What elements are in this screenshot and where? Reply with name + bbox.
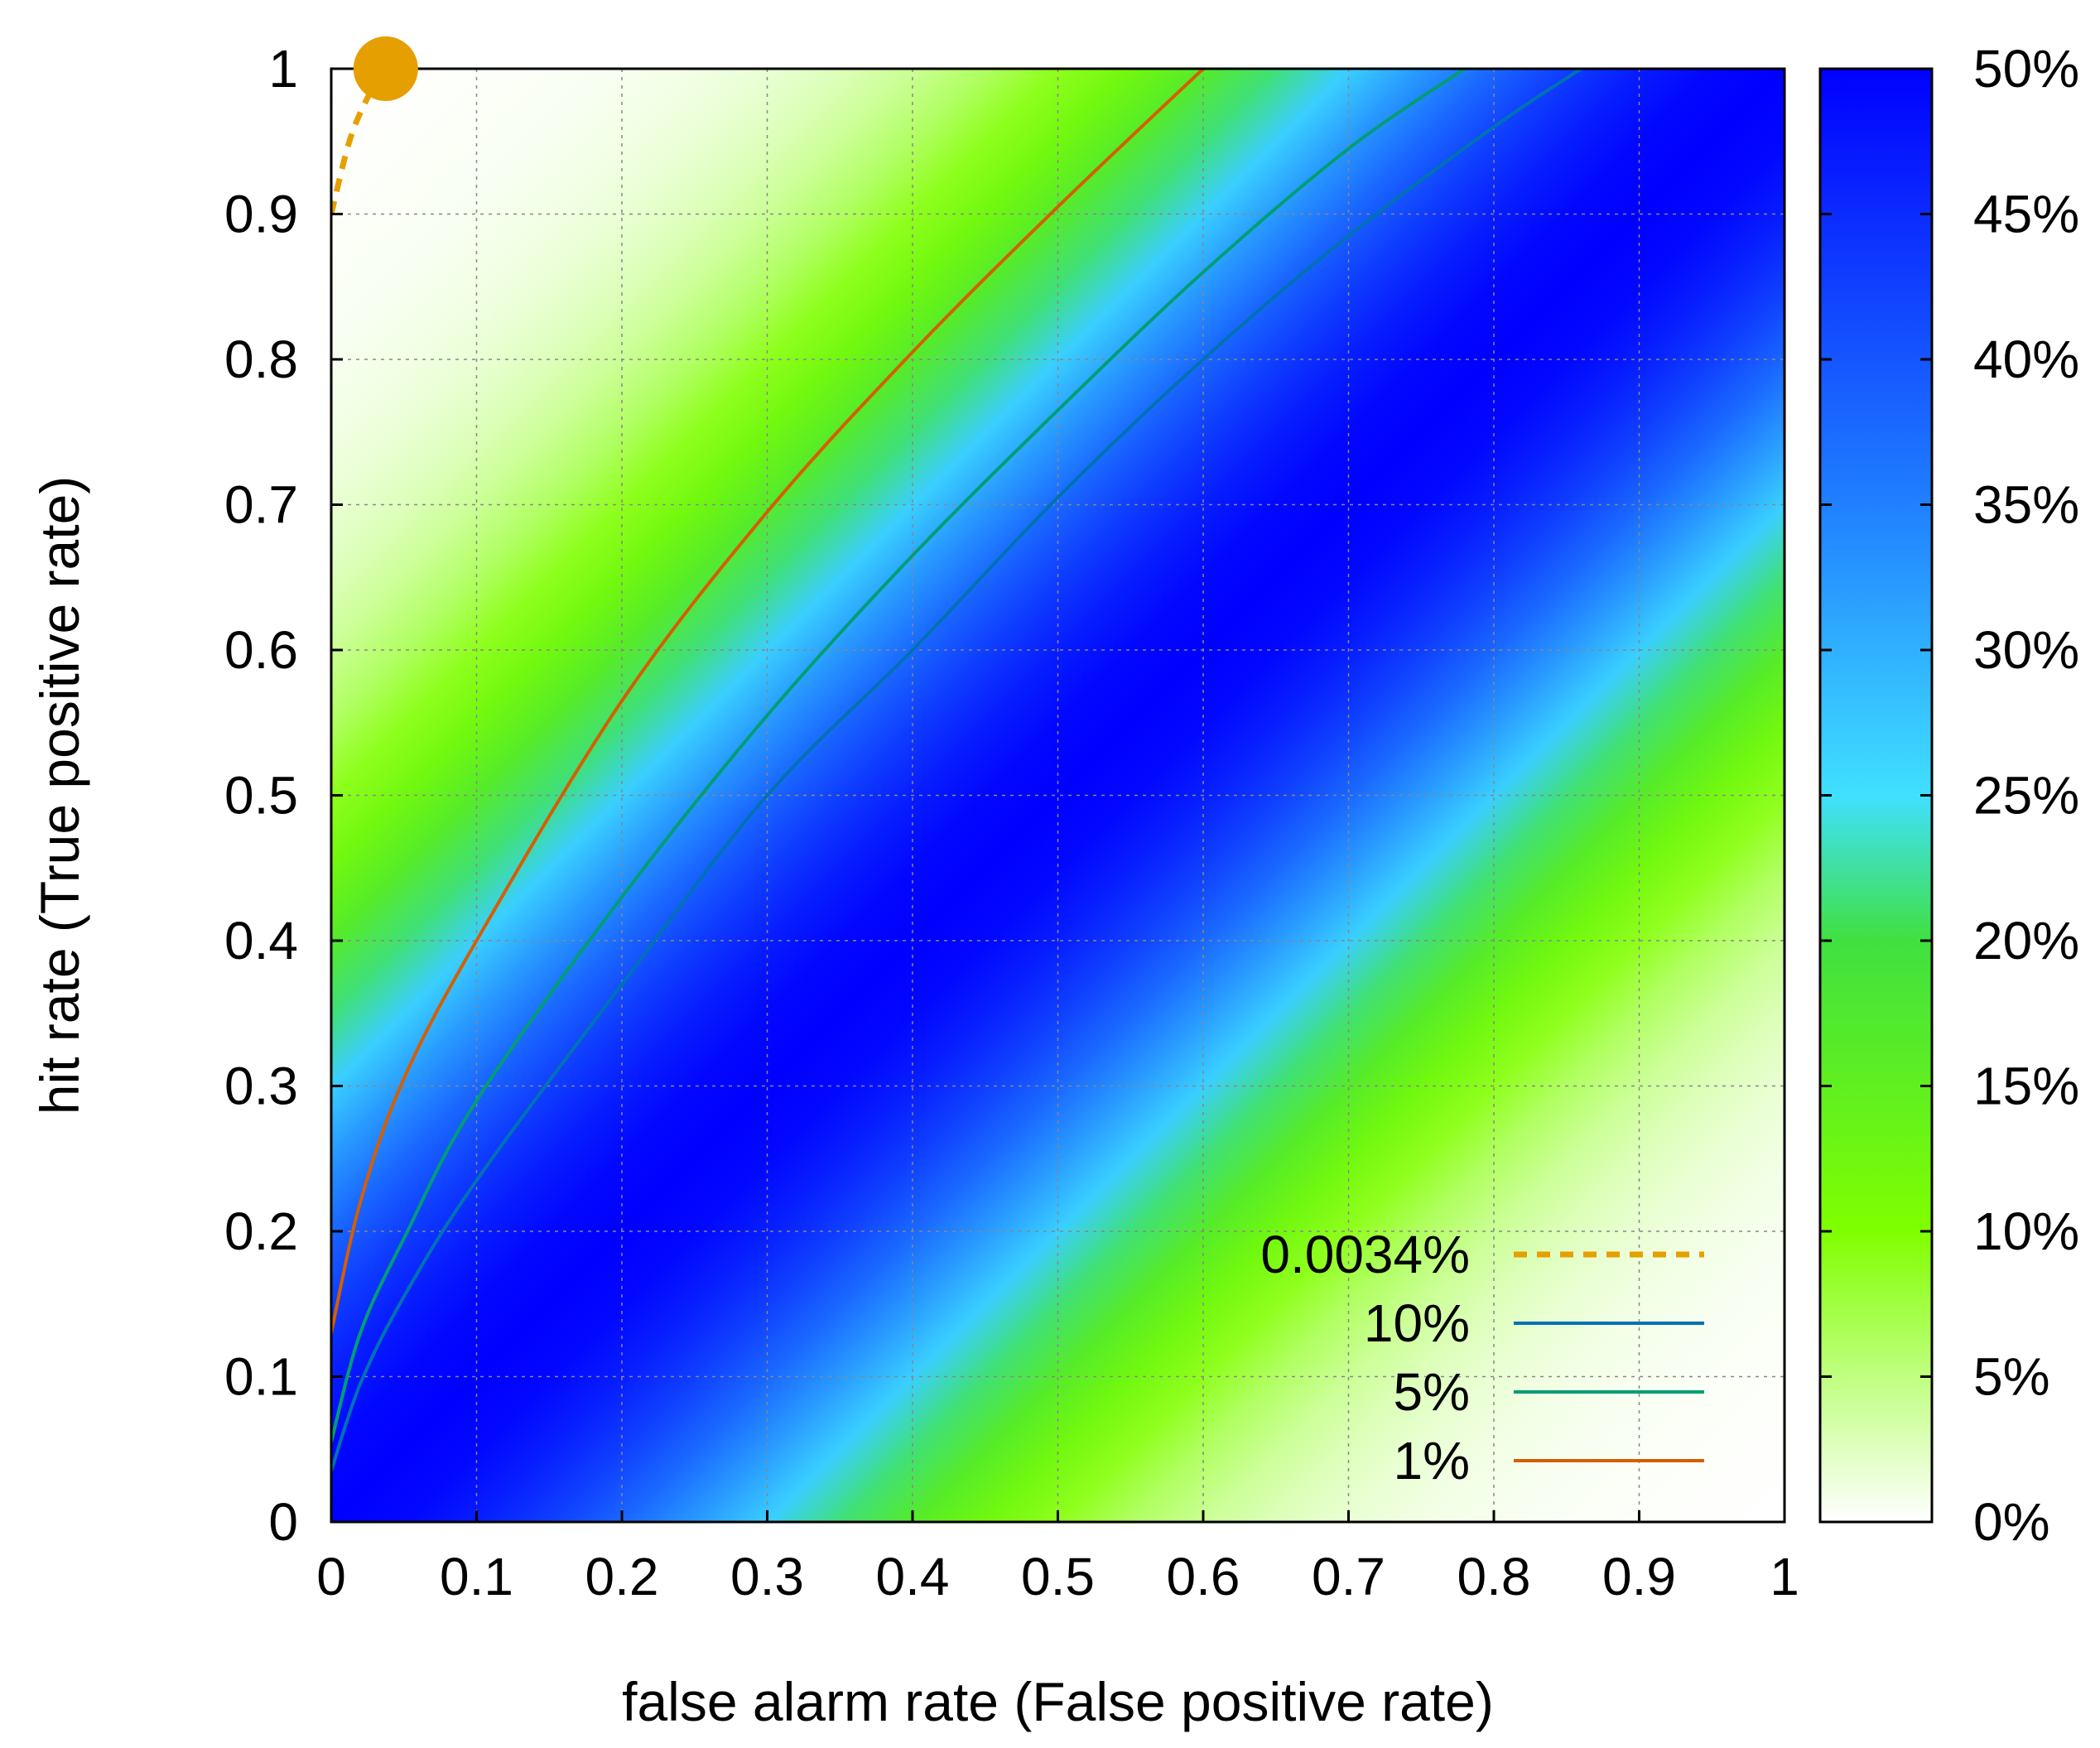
x-axis-label: false alarm rate (False positive rate) <box>622 1671 1494 1732</box>
x-tick-label: 1 <box>1770 1547 1799 1606</box>
y-tick-label: 0.9 <box>224 185 298 244</box>
y-tick-label: 0.3 <box>224 1057 298 1116</box>
y-axis-ticks: 0 0.1 0.2 0.3 0.4 0.5 0.6 0.7 0.8 0.9 1 <box>224 39 343 1552</box>
colorbar-tick-label: 40% <box>1973 330 2079 389</box>
legend-label: 0.0034% <box>1260 1225 1470 1284</box>
y-tick-label: 0.7 <box>224 475 298 535</box>
colorbar-tick-label: 45% <box>1973 185 2079 244</box>
colorbar-tick-label: 20% <box>1973 911 2079 970</box>
colorbar: 0% 5% 10% 15% 20% 25% 30% 35% 40% 45% 50% <box>1818 39 2079 1552</box>
marker-layer <box>353 36 418 101</box>
y-axis-label: hit rate (True positive rate) <box>29 476 90 1115</box>
y-tick-label: 0.2 <box>224 1201 298 1261</box>
series-line-10- <box>331 69 1582 1472</box>
colorbar-tick-label: 35% <box>1973 475 2079 535</box>
y-tick-label: 0.1 <box>224 1347 298 1407</box>
colorbar-gradient <box>1818 67 1934 1524</box>
grid-lines <box>331 69 1785 1522</box>
x-tick-label: 0.9 <box>1602 1547 1676 1606</box>
x-tick-label: 0.7 <box>1312 1547 1385 1606</box>
legend-label: 5% <box>1394 1362 1471 1422</box>
y-tick-label: 0.8 <box>224 330 298 389</box>
series-line-5- <box>331 69 1467 1442</box>
x-tick-label: 0.6 <box>1167 1547 1240 1606</box>
x-tick-label: 0.5 <box>1021 1547 1095 1606</box>
legend: 0.0034% 10% 5% 1% <box>1260 1225 1704 1490</box>
colorbar-ticks: 0% 5% 10% 15% 20% 25% 30% 35% 40% 45% 50% <box>1820 39 2079 1552</box>
colorbar-tick-label: 25% <box>1973 766 2079 826</box>
series-line-1- <box>331 69 1205 1334</box>
operating-point-marker <box>353 36 418 101</box>
colorbar-tick-label: 0% <box>1973 1492 2050 1552</box>
y-tick-label: 0 <box>268 1492 298 1552</box>
x-tick-label: 0.1 <box>440 1547 513 1606</box>
colorbar-tick-label: 15% <box>1973 1057 2079 1116</box>
colorbar-tick-label: 50% <box>1973 39 2079 99</box>
x-tick-label: 0.3 <box>730 1547 804 1606</box>
y-tick-label: 0.4 <box>224 911 298 970</box>
legend-label: 1% <box>1394 1431 1471 1490</box>
colorbar-tick-label: 5% <box>1973 1347 2050 1407</box>
x-tick-label: 0 <box>316 1547 346 1606</box>
x-tick-label: 0.4 <box>876 1547 950 1606</box>
plot-area <box>330 36 1786 1524</box>
x-axis-ticks: 0 0.1 0.2 0.3 0.4 0.5 0.6 0.7 0.8 0.9 1 <box>316 1510 1799 1606</box>
x-tick-label: 0.8 <box>1457 1547 1531 1606</box>
colorbar-tick-label: 30% <box>1973 620 2079 680</box>
legend-label: 10% <box>1364 1293 1470 1353</box>
series-lines <box>331 69 1582 1472</box>
x-tick-label: 0.2 <box>585 1547 659 1606</box>
y-tick-label: 1 <box>268 39 298 99</box>
colorbar-tick-label: 10% <box>1973 1201 2079 1261</box>
y-tick-label: 0.6 <box>224 620 298 680</box>
y-tick-label: 0.5 <box>224 766 298 826</box>
